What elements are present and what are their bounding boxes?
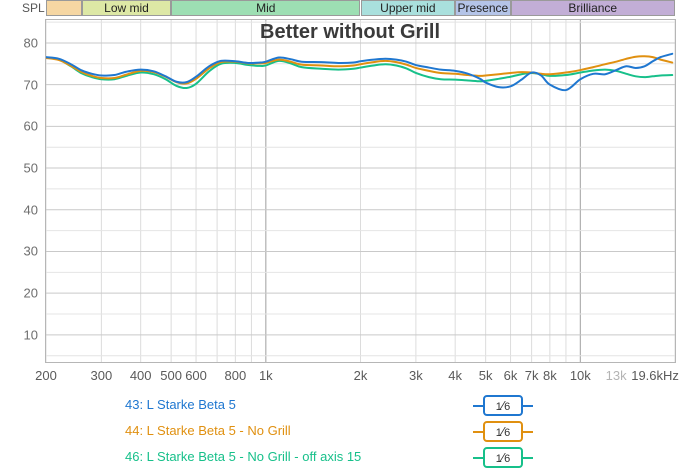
- smoothing-numerator-0: 1: [495, 401, 502, 413]
- upper-mid-band: Upper mid: [360, 0, 456, 16]
- x-tick-5k: 5k: [478, 368, 493, 383]
- presence-band: Presence: [455, 0, 511, 16]
- frequency-band-strip: SPL Low mid Mid Upper mid Presence Brillianc…: [0, 0, 700, 17]
- x-tick-7k: 7k: [524, 368, 539, 383]
- smoothing-denominator-0: 6: [504, 401, 511, 413]
- x-tick-6k: 6k: [503, 368, 518, 383]
- grid-major: [265, 20, 581, 362]
- brilliance-band-label: Brilliance: [568, 1, 618, 15]
- x-tick-3k: 3k: [409, 368, 423, 383]
- x-tick-4k: 4k: [448, 368, 463, 383]
- spl-axis-label: SPL: [22, 1, 45, 15]
- legend-row-1[interactable]: 44: L Starke Beta 5 - No Grill 1⁄6: [125, 421, 545, 446]
- y-tick-80: 80: [23, 35, 38, 51]
- curve-series-0: [46, 52, 674, 92]
- legend-row-2[interactable]: 46: L Starke Beta 5 - No Grill - off axi…: [125, 447, 545, 472]
- upper-mid-band-label: Upper mid: [380, 1, 436, 15]
- smoothing-denominator-2: 6: [504, 453, 511, 465]
- smoothing-value-box-0[interactable]: 1⁄6: [483, 395, 523, 416]
- y-tick-50: 50: [23, 160, 38, 176]
- x-tick-13k: 13k: [605, 368, 627, 383]
- x-tick-300: 300: [90, 368, 113, 383]
- x-tick-500: 500: [160, 368, 182, 383]
- legend-line-left-1: [473, 431, 484, 433]
- mid-band-label: Mid: [256, 1, 276, 15]
- legend-line-right-1: [522, 431, 533, 433]
- curve-series-2: [46, 56, 674, 90]
- y-tick-40: 40: [23, 202, 38, 218]
- smoothing-value-box-1[interactable]: 1⁄6: [483, 421, 523, 442]
- response-curves-svg: [46, 20, 675, 362]
- legend-line-right-0: [522, 405, 533, 407]
- smoothing-slash-1: ⁄: [501, 424, 505, 439]
- legend-label-1[interactable]: 44: L Starke Beta 5 - No Grill: [125, 423, 291, 438]
- low-bass-band: [46, 0, 82, 16]
- x-tick-600: 600: [185, 368, 207, 383]
- y-tick-20: 20: [23, 285, 38, 301]
- legend-label-0[interactable]: 43: L Starke Beta 5: [125, 397, 236, 412]
- legend-smoothing-swatch-0[interactable]: 1⁄6: [473, 395, 533, 416]
- low-mid-band: Low mid: [81, 0, 172, 16]
- y-tick-60: 60: [23, 118, 38, 134]
- legend-line-right-2: [522, 457, 533, 459]
- smoothing-slash-2: ⁄: [501, 450, 505, 465]
- smoothing-numerator-1: 1: [495, 427, 502, 439]
- y-tick-10: 10: [23, 327, 38, 343]
- y-tick-70: 70: [23, 77, 38, 93]
- x-tick-400: 400: [129, 368, 152, 383]
- smoothing-numerator-2: 1: [495, 453, 502, 465]
- x-tick-200: 200: [35, 368, 57, 383]
- smoothing-value-box-2[interactable]: 1⁄6: [483, 447, 523, 468]
- mid-band: Mid: [171, 0, 361, 16]
- low-mid-band-label: Low mid: [104, 1, 149, 15]
- x-tick-2k: 2k: [353, 368, 368, 383]
- smoothing-denominator-1: 6: [504, 427, 511, 439]
- legend-line-left-0: [473, 405, 484, 407]
- x-tick-19.6kHz: 19.6kHz: [631, 368, 679, 383]
- legend-row-0[interactable]: 43: L Starke Beta 5 1⁄6: [125, 395, 545, 420]
- plot-area: [45, 19, 676, 363]
- y-tick-30: 30: [23, 243, 38, 259]
- x-tick-8k: 8k: [542, 368, 557, 383]
- chart-legend: 43: L Starke Beta 5 1⁄6 44: L Starke Beta …: [0, 395, 700, 474]
- x-tick-10k: 10k: [569, 368, 591, 383]
- brilliance-band: Brilliance: [510, 0, 675, 16]
- legend-label-2[interactable]: 46: L Starke Beta 5 - No Grill - off axi…: [125, 449, 362, 464]
- presence-band-label: Presence: [457, 1, 509, 15]
- x-tick-1k: 1k: [258, 368, 273, 383]
- smoothing-slash-0: ⁄: [501, 398, 505, 413]
- x-tick-800: 800: [224, 368, 247, 383]
- legend-smoothing-swatch-1[interactable]: 1⁄6: [473, 421, 533, 442]
- legend-smoothing-swatch-2[interactable]: 1⁄6: [473, 447, 533, 468]
- legend-line-left-2: [473, 457, 484, 459]
